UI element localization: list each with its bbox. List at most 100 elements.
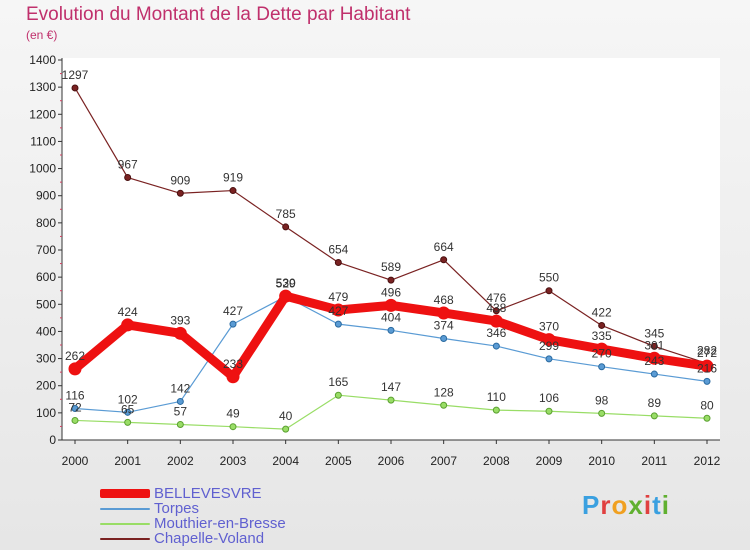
data-point — [68, 362, 82, 376]
data-label: 233 — [223, 357, 243, 371]
x-tick-label: 2008 — [483, 454, 510, 468]
y-tick-label: 900 — [36, 189, 56, 203]
legend-label: BELLEVESVRE — [154, 485, 262, 502]
data-point — [334, 320, 342, 328]
data-label: 165 — [328, 375, 348, 389]
data-label: 128 — [434, 385, 454, 399]
data-label: 345 — [644, 326, 664, 340]
data-label: 479 — [328, 290, 348, 304]
data-label: 102 — [118, 392, 138, 406]
y-tick-label: 1400 — [29, 53, 56, 67]
data-point — [492, 307, 500, 315]
data-label: 346 — [486, 326, 506, 340]
data-label: 49 — [226, 407, 240, 421]
data-point — [387, 276, 395, 284]
data-label: 110 — [487, 390, 506, 404]
data-point — [334, 258, 342, 266]
legend-item-torpes: Torpes — [100, 501, 286, 516]
legend-item-bellevesvre: BELLEVESVRE — [100, 486, 286, 501]
logo-letter: i — [643, 490, 653, 520]
data-point — [176, 189, 184, 197]
y-tick-label: 1300 — [29, 80, 56, 94]
data-label: 550 — [539, 271, 559, 285]
data-point — [71, 84, 79, 92]
legend-label: Mouthier-en-Bresse — [154, 515, 286, 532]
data-point — [173, 326, 187, 340]
data-point — [437, 306, 451, 320]
data-point — [387, 326, 395, 334]
data-point — [229, 320, 237, 328]
data-label: 116 — [65, 389, 84, 403]
data-label: 785 — [276, 207, 296, 221]
data-label: 476 — [486, 291, 506, 305]
x-tick-label: 2001 — [114, 454, 141, 468]
data-point — [282, 223, 290, 231]
data-point — [226, 370, 240, 384]
y-tick-label: 0 — [49, 433, 56, 447]
data-label: 530 — [276, 276, 296, 290]
data-point — [545, 407, 553, 415]
legend-label: Chapelle-Voland — [154, 530, 265, 547]
logo-letter: x — [628, 490, 644, 520]
data-point — [703, 377, 711, 385]
data-point — [229, 187, 237, 195]
data-point — [650, 342, 658, 350]
y-tick-label: 600 — [36, 270, 56, 284]
x-tick-label: 2010 — [588, 454, 615, 468]
data-point — [598, 363, 606, 371]
y-tick-label: 400 — [36, 324, 56, 338]
data-label: 393 — [170, 313, 190, 327]
data-point — [492, 406, 500, 414]
legend: BELLEVESVRE Torpes Mouthier-en-Bresse Ch… — [100, 486, 286, 546]
proxiti-logo: Proxiti — [582, 490, 670, 521]
y-tick-label: 700 — [36, 243, 56, 257]
data-point — [387, 396, 395, 404]
legend-swatch — [100, 522, 150, 525]
legend-item-mouthier: Mouthier-en-Bresse — [100, 516, 286, 531]
y-tick-label: 500 — [36, 297, 56, 311]
data-label: 65 — [121, 402, 135, 416]
data-label: 40 — [279, 409, 293, 423]
data-point — [598, 409, 606, 417]
data-point — [331, 303, 345, 317]
data-label: 967 — [118, 158, 138, 172]
x-tick-label: 2000 — [62, 454, 89, 468]
data-point — [229, 423, 237, 431]
data-point — [176, 421, 184, 429]
data-label: 89 — [648, 396, 662, 410]
legend-swatch — [100, 507, 150, 510]
logo-letter: r — [600, 490, 612, 520]
data-point — [282, 425, 290, 433]
data-label: 424 — [118, 305, 138, 319]
y-tick-label: 200 — [36, 379, 56, 393]
data-label: 427 — [328, 304, 348, 318]
data-label: 243 — [644, 354, 664, 368]
data-point — [176, 397, 184, 405]
data-point — [71, 405, 79, 413]
data-point — [542, 333, 556, 347]
data-label: 272 — [697, 346, 717, 360]
y-tick-label: 300 — [36, 352, 56, 366]
data-point — [440, 256, 448, 264]
data-label: 72 — [68, 400, 82, 414]
x-tick-label: 2012 — [694, 454, 721, 468]
data-label: 282 — [697, 343, 717, 357]
legend-label: Torpes — [154, 500, 200, 517]
data-point — [334, 391, 342, 399]
data-label: 374 — [434, 318, 454, 332]
chart-subtitle: (en €) — [26, 28, 58, 42]
data-label: 57 — [174, 405, 188, 419]
data-point — [121, 318, 135, 332]
y-tick-label: 1000 — [29, 162, 56, 176]
data-point — [598, 321, 606, 329]
data-label: 919 — [223, 171, 243, 185]
x-tick-label: 2011 — [641, 454, 667, 468]
data-label: 335 — [592, 329, 612, 343]
data-point — [124, 418, 132, 426]
data-label: 654 — [328, 242, 348, 256]
data-label: 301 — [644, 338, 664, 352]
data-point — [71, 416, 79, 424]
data-label: 1297 — [62, 68, 89, 82]
data-label: 262 — [65, 349, 85, 363]
